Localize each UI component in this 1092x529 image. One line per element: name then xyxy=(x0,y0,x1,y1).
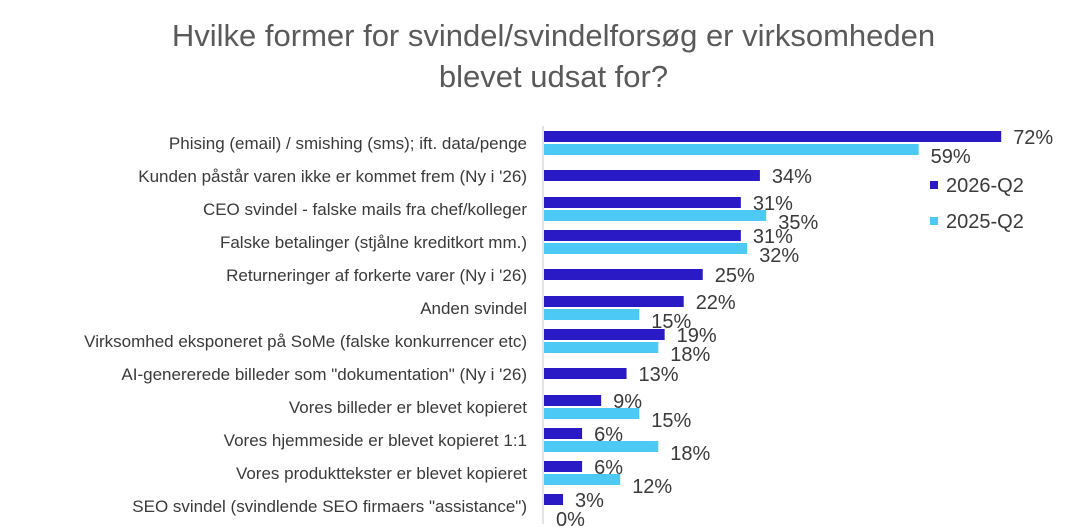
data-label-2026: 31% xyxy=(753,193,793,215)
category-label: Phising (email) / smishing (sms); ift. d… xyxy=(169,134,527,153)
data-label-2026: 25% xyxy=(715,265,755,287)
category-label: SEO svindel (svindlende SEO firmaers "as… xyxy=(132,497,527,516)
legend-swatch-2026 xyxy=(930,180,938,189)
bar-2026 xyxy=(544,197,741,208)
category-label: Vores hjemmeside er blevet kopieret 1:1 xyxy=(224,431,527,450)
bar-2026 xyxy=(544,368,627,379)
chart-title-line-1: Hvilke former for svindel/svindelforsøg … xyxy=(171,18,936,53)
data-label-2025: 0% xyxy=(556,509,585,529)
legend-swatch-2025 xyxy=(930,216,938,225)
legend-item-2025: 2025-Q2 xyxy=(930,211,1024,234)
bar-2025 xyxy=(544,144,919,155)
data-label-2026: 72% xyxy=(1013,127,1053,149)
bar-2026 xyxy=(544,494,564,505)
legend-label-2025: 2025-Q2 xyxy=(946,211,1024,233)
category-label: Vores produkttekster er blevet kopieret xyxy=(236,464,527,483)
bar-2025 xyxy=(544,210,767,221)
data-label-2026: 3% xyxy=(575,490,604,512)
data-label-2026: 6% xyxy=(594,424,623,446)
category-label: Anden svindel xyxy=(420,299,527,318)
category-label: CEO svindel - falske mails fra chef/koll… xyxy=(203,200,527,219)
bar-2026 xyxy=(544,230,741,241)
bar-2025 xyxy=(544,441,659,452)
category-label: Falske betalinger (stjålne kreditkort mm… xyxy=(220,233,527,252)
bar-2026 xyxy=(544,170,760,181)
data-label-2026: 6% xyxy=(594,457,623,479)
data-label-2025: 15% xyxy=(651,410,691,432)
data-label-2026: 9% xyxy=(613,391,642,413)
category-label: AI-genererede billeder som "dokumentatio… xyxy=(121,365,527,384)
data-label-2026: 22% xyxy=(696,292,736,314)
bar-2026 xyxy=(544,329,665,340)
data-label-2026: 13% xyxy=(639,364,679,386)
category-label: Vores billeder er blevet kopieret xyxy=(289,398,527,417)
bar-2026 xyxy=(544,296,684,307)
data-label-2026: 34% xyxy=(772,166,812,188)
data-label-2025: 35% xyxy=(778,212,818,234)
data-label-2025: 32% xyxy=(759,245,799,267)
data-label-2026: 19% xyxy=(677,325,717,347)
chart-title-line-2: blevet udsat for? xyxy=(438,59,669,94)
data-label-2025: 15% xyxy=(651,311,691,333)
data-label-2025: 12% xyxy=(632,476,672,498)
bar-2025 xyxy=(544,408,640,419)
data-label-2025: 18% xyxy=(670,344,710,366)
chart-title: Hvilke former for svindel/svindelforsøg … xyxy=(0,15,1092,97)
legend-item-2026: 2026-Q2 xyxy=(930,175,1024,198)
bar-2025 xyxy=(544,342,659,353)
data-label-2025: 59% xyxy=(931,146,971,168)
bar-2026 xyxy=(544,395,602,406)
data-label-2025: 18% xyxy=(670,443,710,465)
bar-2025 xyxy=(544,243,748,254)
category-label: Returneringer af forkerte varer (Ny i '2… xyxy=(226,266,527,285)
bar-2026 xyxy=(544,131,1002,142)
bar-2025 xyxy=(544,309,640,320)
bar-2026 xyxy=(544,461,583,472)
bar-2026 xyxy=(544,269,703,280)
legend-label-2026: 2026-Q2 xyxy=(946,175,1024,197)
data-label-2026: 31% xyxy=(753,226,793,248)
bar-2025 xyxy=(544,474,621,485)
bar-2026 xyxy=(544,428,583,439)
category-label: Kunden påstår varen ikke er kommet frem … xyxy=(138,167,527,186)
category-label: Virksomhed eksponeret på SoMe (falske ko… xyxy=(84,332,527,351)
